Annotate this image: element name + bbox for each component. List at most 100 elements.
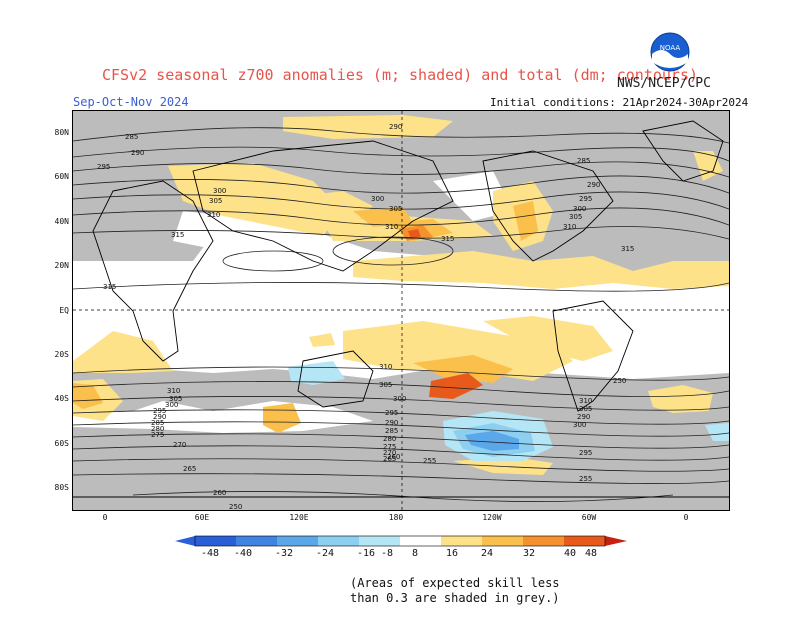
positive-anomaly [343, 321, 573, 381]
contour-label: 310 [167, 387, 180, 395]
colorbar-label: 16 [445, 548, 459, 559]
colorbar-cell [400, 536, 441, 546]
positive-anomaly [283, 115, 453, 139]
contour-label: 275 [383, 443, 396, 451]
positive-anomaly-max [429, 373, 483, 399]
contour-label: 260 [213, 489, 226, 497]
contour-label: 290 [587, 181, 600, 189]
skill-region [73, 401, 373, 433]
positive-anomaly [453, 457, 553, 475]
lon-label: 180 [388, 513, 404, 522]
lat-label: 60N [54, 172, 69, 181]
colorbar-label: 8 [411, 548, 419, 559]
contour-label: 305 [209, 197, 222, 205]
contour-label: 305 [379, 381, 392, 389]
agency-label: NWS/NCEP/CPC [617, 76, 711, 91]
contour-label: 295 [579, 449, 592, 457]
lat-label: 60S [54, 439, 69, 448]
contour-label: 305 [569, 213, 582, 221]
lon-label: 0 [683, 513, 689, 522]
contour-label: 310 [379, 363, 392, 371]
contour-label: 305 [389, 205, 402, 213]
contour-label: 305 [169, 395, 182, 403]
contour-labels: 285 290 295 300 305 310 315 290 300 305 … [97, 123, 634, 510]
initial-conditions-label: Initial conditions: 21Apr2024-30Apr2024 [490, 96, 749, 109]
contour-label: 280 [151, 425, 164, 433]
colorbar [175, 535, 627, 547]
contour-label: 280 [383, 435, 396, 443]
contour-label: 270 [173, 441, 186, 449]
contour-label: 315 [621, 245, 634, 253]
colorbar-label: 24 [480, 548, 494, 559]
colorbar-cell [564, 536, 605, 546]
colorbar-cell [236, 536, 277, 546]
negative-anomaly [705, 423, 729, 441]
colorbar-label: 40 [563, 548, 577, 559]
contour-label: 300 [371, 195, 384, 203]
contour-label: 285 [577, 157, 590, 165]
contour-lines [73, 127, 729, 502]
contour-label: 260 [387, 453, 400, 461]
lon-label: 60E [194, 513, 210, 522]
positive-anomaly-strong [73, 383, 103, 409]
contour-label: 315 [441, 235, 454, 243]
positive-anomaly [73, 331, 173, 373]
positive-anomaly [309, 333, 335, 347]
contour-label: 250 [613, 377, 626, 385]
contour-label: 300 [213, 187, 226, 195]
noaa-logo: NOAA [650, 32, 690, 72]
colorbar-label: -40 [233, 548, 253, 559]
positive-anomaly-strong [353, 207, 413, 227]
contour-label: 315 [171, 231, 184, 239]
colorbar-label: 32 [522, 548, 536, 559]
contour-label: 265 [183, 465, 196, 473]
contour-label: 285 [125, 133, 138, 141]
contour-label: 290 [153, 413, 166, 421]
positive-anomaly [648, 385, 713, 413]
contour-label: 295 [385, 409, 398, 417]
map-title: CFSv2 seasonal z700 anomalies (m; shaded… [101, 66, 699, 84]
contour-label: 300 [573, 421, 586, 429]
lon-label: 120E [289, 513, 309, 522]
contour-label: 300 [393, 395, 406, 403]
positive-anomaly [263, 191, 373, 223]
map-canvas: 285 290 295 300 305 310 315 290 300 305 … [73, 111, 729, 510]
contour-label: 300 [165, 401, 178, 409]
contour-label: 250 [229, 503, 242, 510]
colorbar-cell [523, 536, 564, 546]
contour-label: 275 [151, 431, 164, 439]
colorbar-label: -16 [356, 548, 376, 559]
lat-label: 80S [54, 483, 69, 492]
colorbar-arrow-left [175, 536, 195, 546]
contour-label: 310 [207, 211, 220, 219]
contour-label: 290 [131, 149, 144, 157]
lat-label: 20S [54, 350, 69, 359]
contour-label: 310 [385, 223, 398, 231]
contour-label: 315 [103, 283, 116, 291]
contour-label: 295 [579, 195, 592, 203]
colorbar-cell [195, 536, 236, 546]
contour-label: 285 [385, 427, 398, 435]
lon-label: 60W [581, 513, 597, 522]
lat-label: 20N [54, 261, 69, 270]
positive-anomaly [483, 316, 613, 361]
colorbar-cell [441, 536, 482, 546]
contour-label: 310 [579, 397, 592, 405]
lat-label: EQ [59, 306, 69, 315]
contour-label: 305 [579, 405, 592, 413]
lon-label: 120W [482, 513, 502, 522]
colorbar-cell [359, 536, 400, 546]
positive-anomaly-max [408, 229, 421, 239]
colorbar-cell [277, 536, 318, 546]
contour-label: 300 [573, 205, 586, 213]
contour-label: 295 [153, 407, 166, 415]
svg-text:NOAA: NOAA [660, 44, 681, 52]
positive-anomaly-strong [413, 355, 513, 383]
lat-label: 40N [54, 217, 69, 226]
colorbar-label: -24 [315, 548, 335, 559]
positive-anomaly [353, 251, 729, 289]
contour-label: 290 [389, 123, 402, 131]
contour-label: 285 [151, 419, 164, 427]
lat-label: 80N [54, 128, 69, 137]
contour-label: 270 [383, 449, 396, 457]
